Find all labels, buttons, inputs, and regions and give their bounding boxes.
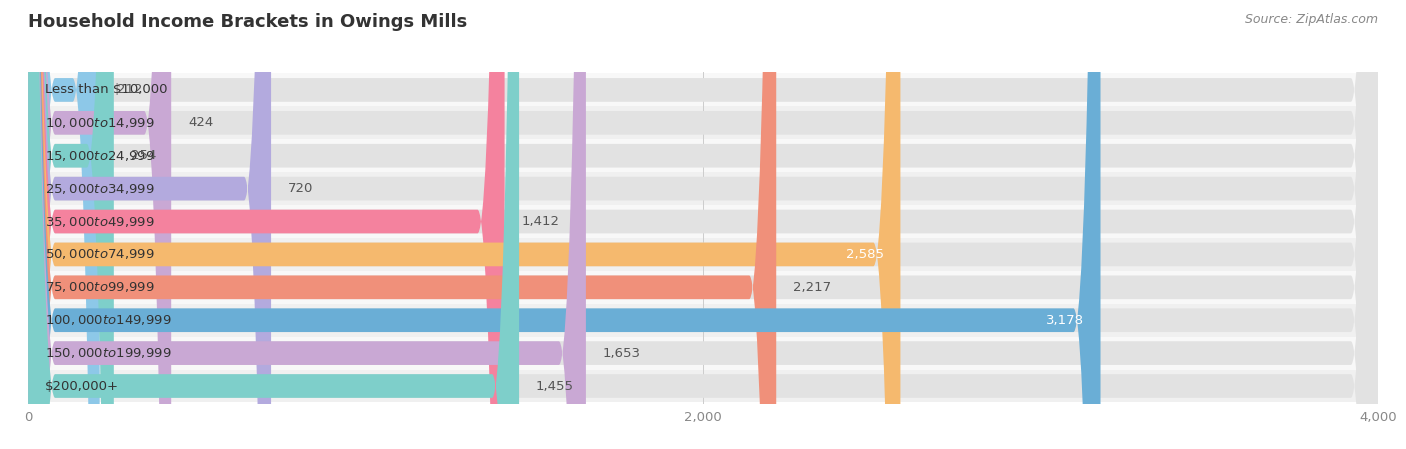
FancyBboxPatch shape <box>28 0 1378 449</box>
FancyBboxPatch shape <box>28 0 1378 449</box>
FancyBboxPatch shape <box>28 0 586 449</box>
FancyBboxPatch shape <box>28 0 100 449</box>
Text: Less than $10,000: Less than $10,000 <box>45 84 167 97</box>
Bar <box>28 370 1378 402</box>
Text: 212: 212 <box>117 84 142 97</box>
Text: Household Income Brackets in Owings Mills: Household Income Brackets in Owings Mill… <box>28 13 467 31</box>
FancyBboxPatch shape <box>28 0 114 449</box>
FancyBboxPatch shape <box>28 0 900 449</box>
FancyBboxPatch shape <box>28 0 1378 449</box>
Text: $50,000 to $74,999: $50,000 to $74,999 <box>45 247 155 261</box>
Text: 2,585: 2,585 <box>845 248 883 261</box>
Bar <box>28 106 1378 139</box>
FancyBboxPatch shape <box>28 0 1378 449</box>
Bar <box>28 271 1378 304</box>
Bar <box>28 337 1378 370</box>
Text: $15,000 to $24,999: $15,000 to $24,999 <box>45 149 155 163</box>
FancyBboxPatch shape <box>28 0 505 449</box>
FancyBboxPatch shape <box>28 0 1378 449</box>
Bar <box>28 205 1378 238</box>
Text: 1,455: 1,455 <box>536 379 574 392</box>
Text: $35,000 to $49,999: $35,000 to $49,999 <box>45 215 155 229</box>
FancyBboxPatch shape <box>28 0 1101 449</box>
Text: $150,000 to $199,999: $150,000 to $199,999 <box>45 346 172 360</box>
FancyBboxPatch shape <box>28 0 1378 449</box>
Text: 3,178: 3,178 <box>1046 314 1084 327</box>
Text: 1,412: 1,412 <box>522 215 560 228</box>
FancyBboxPatch shape <box>28 0 271 449</box>
FancyBboxPatch shape <box>28 0 1378 449</box>
Text: Source: ZipAtlas.com: Source: ZipAtlas.com <box>1244 13 1378 26</box>
Text: 1,653: 1,653 <box>603 347 641 360</box>
FancyBboxPatch shape <box>28 0 1378 449</box>
FancyBboxPatch shape <box>28 0 172 449</box>
Text: 720: 720 <box>288 182 314 195</box>
Text: $100,000 to $149,999: $100,000 to $149,999 <box>45 313 172 327</box>
Text: 254: 254 <box>131 149 156 162</box>
Bar <box>28 74 1378 106</box>
Text: $200,000+: $200,000+ <box>45 379 120 392</box>
Bar <box>28 304 1378 337</box>
Text: 2,217: 2,217 <box>793 281 831 294</box>
FancyBboxPatch shape <box>28 0 776 449</box>
FancyBboxPatch shape <box>28 0 1378 449</box>
Text: $25,000 to $34,999: $25,000 to $34,999 <box>45 182 155 196</box>
Text: $75,000 to $99,999: $75,000 to $99,999 <box>45 280 155 294</box>
FancyBboxPatch shape <box>28 0 1378 449</box>
Bar <box>28 238 1378 271</box>
Text: $10,000 to $14,999: $10,000 to $14,999 <box>45 116 155 130</box>
Text: 424: 424 <box>188 116 214 129</box>
Bar <box>28 139 1378 172</box>
FancyBboxPatch shape <box>28 0 519 449</box>
Bar <box>28 172 1378 205</box>
